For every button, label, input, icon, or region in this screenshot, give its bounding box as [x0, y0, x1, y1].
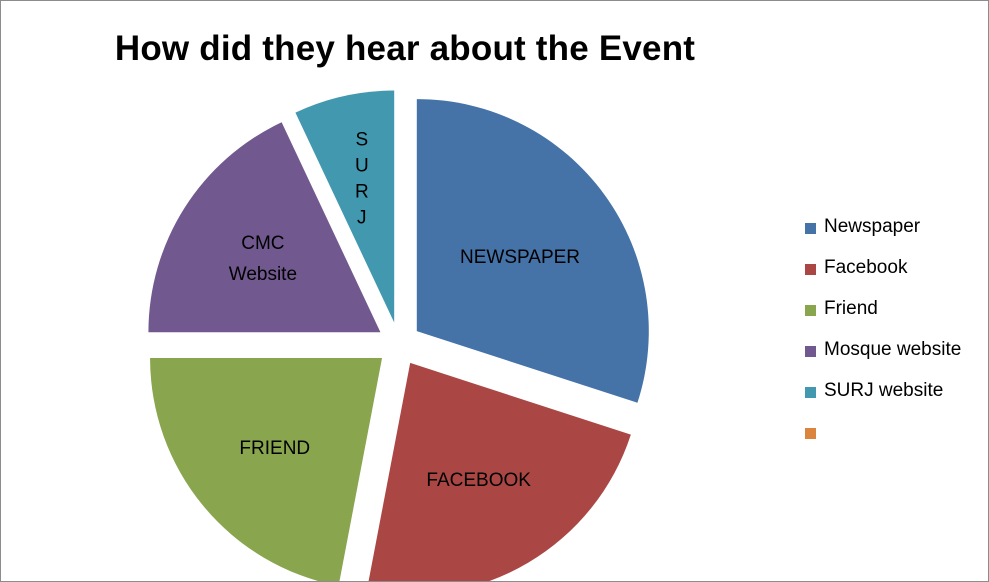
slice-label-friend: FRIEND [239, 438, 310, 459]
legend-swatch-facebook [805, 264, 816, 275]
legend-label-surj-website: SURJ website [824, 380, 944, 401]
legend-label-friend: Friend [824, 298, 878, 319]
legend-swatch-unnamed [805, 428, 816, 439]
legend-swatch-surj-website [805, 387, 816, 398]
pie-slice-friend [150, 358, 383, 581]
pie-chart: NEWSPAPER FACEBOOK FRIEND CMC Website S U R J [148, 90, 649, 581]
slice-label-mosque-website: CMC Website [229, 233, 297, 285]
legend-swatch-mosque-website [805, 346, 816, 357]
legend-swatch-newspaper [805, 223, 816, 234]
legend-label-mosque-website: Mosque website [824, 339, 962, 360]
legend-label-facebook: Facebook [824, 257, 908, 278]
slice-label-newspaper: NEWSPAPER [460, 247, 580, 268]
pie-slice-newspaper [416, 99, 649, 403]
legend-label-newspaper: Newspaper [824, 216, 921, 237]
chart-title: How did they hear about the Event [114, 29, 696, 68]
legend-swatch-friend [805, 305, 816, 316]
slice-label-facebook: FACEBOOK [426, 470, 531, 491]
pie-slice-surj-website [295, 90, 395, 323]
pie-slice-facebook [368, 362, 631, 581]
pie-slice-mosque-website [148, 122, 381, 333]
